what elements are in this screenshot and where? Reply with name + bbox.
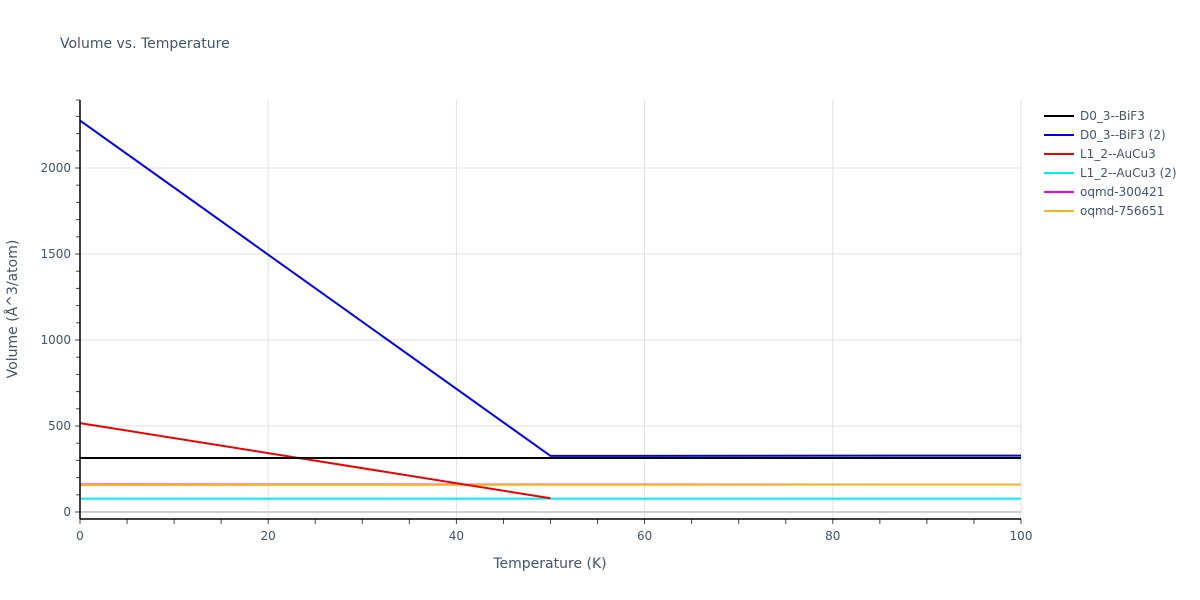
legend-swatch-icon <box>1044 133 1074 136</box>
legend-swatch-icon <box>1044 171 1074 174</box>
legend-item[interactable]: D0_3--BiF3 <box>1044 106 1177 125</box>
legend-label: D0_3--BiF3 (2) <box>1080 127 1166 142</box>
x-tick-label: 100 <box>1010 529 1033 543</box>
y-tick-label: 500 <box>48 419 71 433</box>
legend-label: D0_3--BiF3 <box>1080 108 1145 123</box>
legend-item[interactable]: L1_2--AuCu3 <box>1044 144 1177 163</box>
x-axis-title: Temperature (K) <box>492 556 606 572</box>
y-tick-label: 0 <box>63 505 71 519</box>
series-line <box>79 483 1022 486</box>
legend-item[interactable]: oqmd-756651 <box>1044 201 1177 220</box>
legend-label: oqmd-756651 <box>1080 203 1165 218</box>
y-axis-title: Volume (Å^3/atom) <box>4 240 21 379</box>
y-tick-label: 2000 <box>40 161 71 175</box>
legend-item[interactable]: oqmd-300421 <box>1044 182 1177 201</box>
legend-swatch-icon <box>1044 152 1074 155</box>
legend-swatch-icon <box>1044 114 1074 117</box>
legend-label: L1_2--AuCu3 (2) <box>1080 165 1177 180</box>
legend: D0_3--BiF3 D0_3--BiF3 (2) L1_2--AuCu3 L1_2-… <box>1044 106 1177 220</box>
grid-lines <box>80 100 1022 519</box>
data-series <box>79 119 1022 500</box>
legend-item[interactable]: D0_3--BiF3 (2) <box>1044 125 1177 144</box>
legend-item[interactable]: L1_2--AuCu3 (2) <box>1044 163 1177 182</box>
legend-label: oqmd-300421 <box>1080 184 1165 199</box>
legend-swatch-icon <box>1044 190 1074 193</box>
y-tick-label: 1500 <box>40 247 71 261</box>
x-tick-label: 0 <box>76 529 84 543</box>
x-tick-label: 20 <box>261 529 276 543</box>
legend-label: L1_2--AuCu3 <box>1080 146 1156 161</box>
y-tick-label: 1000 <box>40 333 71 347</box>
x-tick-label: 60 <box>637 529 652 543</box>
x-tick-label: 40 <box>449 529 464 543</box>
series-line <box>79 422 551 500</box>
chart-title: Volume vs. Temperature <box>60 36 230 52</box>
series-line <box>79 119 1022 457</box>
x-tick-label: 80 <box>825 529 840 543</box>
legend-swatch-icon <box>1044 209 1074 212</box>
